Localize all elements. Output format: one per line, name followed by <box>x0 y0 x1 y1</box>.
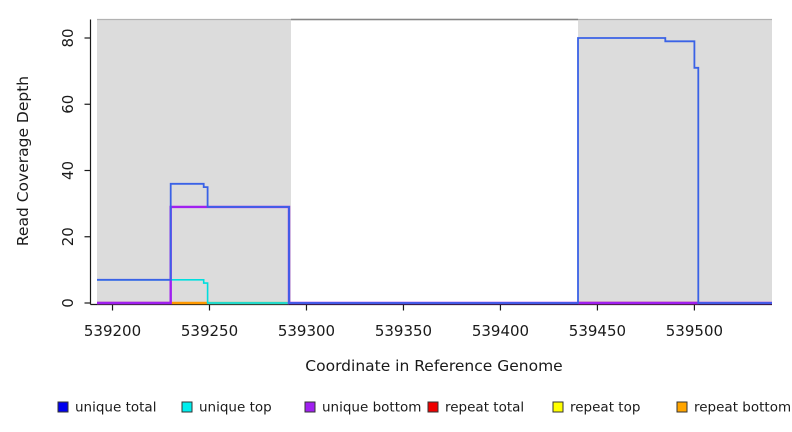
x-tick-label: 539200 <box>84 322 141 340</box>
y-tick-label: 40 <box>59 161 77 180</box>
repeat-region-rect <box>578 20 772 303</box>
repeat-region-rect <box>97 20 291 303</box>
legend-item-repeat-total: repeat total <box>427 400 524 416</box>
x-tick-label: 539400 <box>472 322 529 340</box>
y-tick-label: 60 <box>59 95 77 114</box>
y-tick-label: 0 <box>59 298 77 308</box>
y-axis-ticks: 0 20 40 60 80 <box>59 28 91 308</box>
legend-label: unique total <box>75 400 156 416</box>
legend-label: unique bottom <box>322 400 421 416</box>
x-tick-label: 539300 <box>278 322 335 340</box>
legend-swatch <box>304 401 316 413</box>
y-axis-title: Read Coverage Depth <box>14 76 32 246</box>
legend-item-repeat-top: repeat top <box>552 400 640 416</box>
x-axis-ticks: 539200 539250 539300 539350 539400 539450 5395… <box>84 304 723 340</box>
legend-swatch <box>676 401 688 413</box>
legend-swatch <box>427 401 439 413</box>
y-tick-label: 20 <box>59 227 77 246</box>
legend-item-unique-total: unique total <box>57 400 156 416</box>
legend-swatch <box>552 401 564 413</box>
axes: 539200 539250 539300 539350 539400 539450 5395… <box>59 19 772 340</box>
repeat-region-shading <box>97 20 772 303</box>
legend-item-unique-top: unique top <box>181 400 272 416</box>
legend-label: repeat total <box>445 400 524 416</box>
x-tick-label: 539450 <box>569 322 626 340</box>
legend-label: repeat top <box>570 400 640 416</box>
legend-item-unique-bottom: unique bottom <box>304 400 421 416</box>
legend-item-repeat-bottom: repeat bottom <box>676 400 791 416</box>
legend-swatch <box>57 401 69 413</box>
legend: unique total unique top unique bottom repea… <box>57 400 791 416</box>
x-tick-label: 539500 <box>666 322 723 340</box>
coverage-series-lines <box>97 37 772 305</box>
x-axis-title: Coordinate in Reference Genome <box>305 357 562 375</box>
x-tick-label: 539350 <box>375 322 432 340</box>
series-line-unique-total <box>97 37 772 304</box>
x-tick-label: 539250 <box>181 322 238 340</box>
legend-label: unique top <box>199 400 272 416</box>
legend-swatch <box>181 401 193 413</box>
legend-label: repeat bottom <box>694 400 791 416</box>
y-tick-label: 80 <box>59 28 77 47</box>
